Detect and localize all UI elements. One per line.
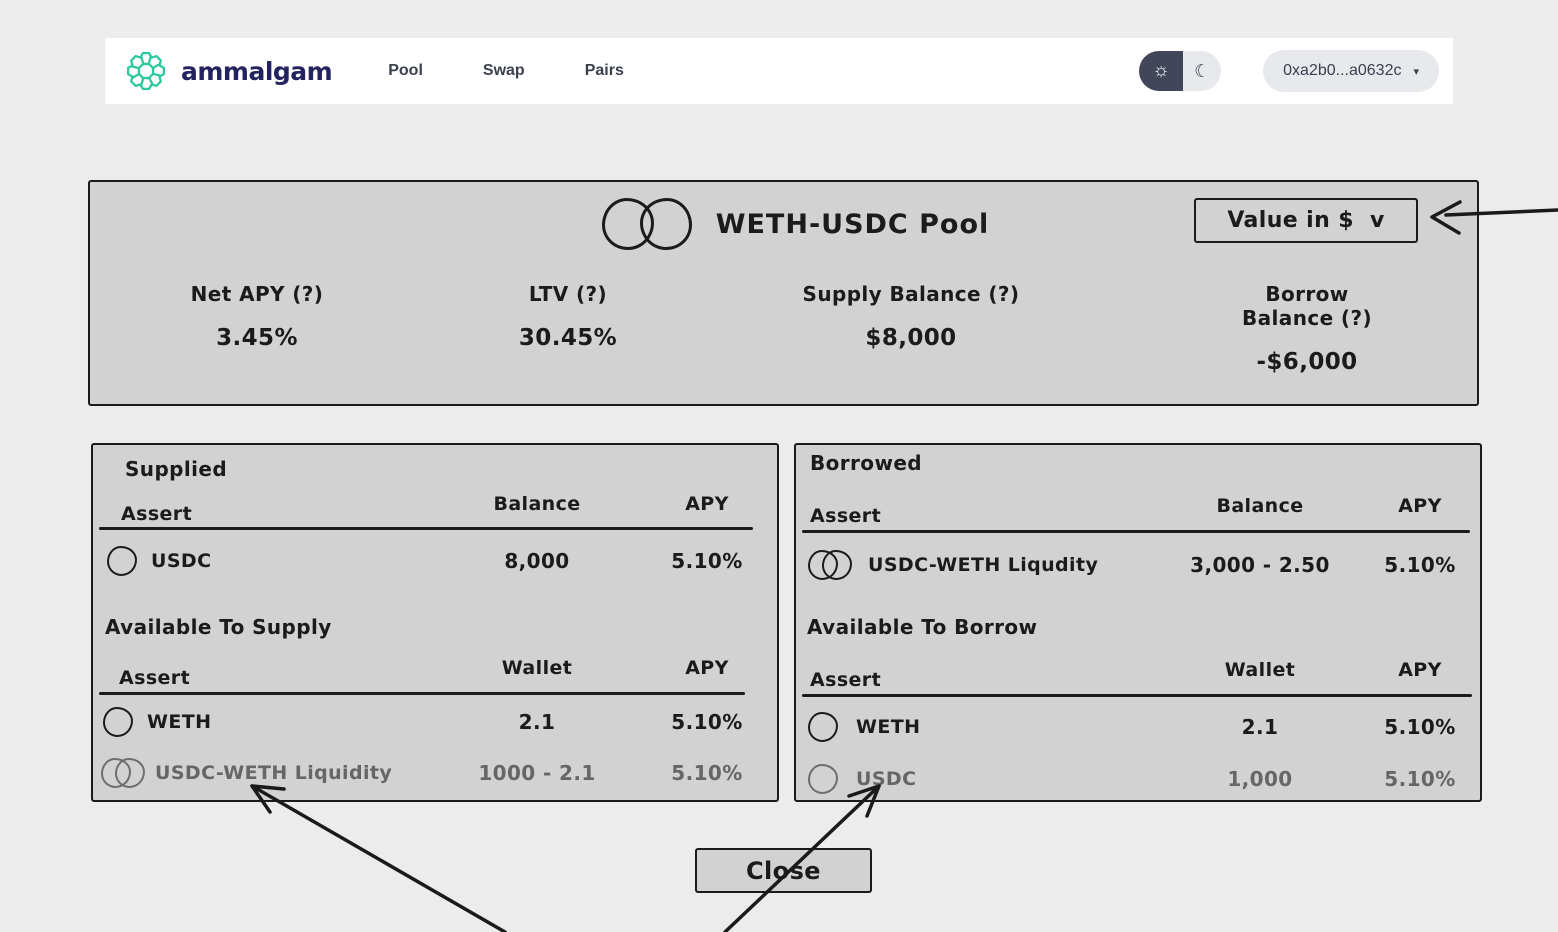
- moon-icon: ☾: [1194, 60, 1211, 81]
- stat-label: Borrow Balance (?): [1242, 282, 1372, 330]
- pool-title: WETH-USDC Pool: [715, 208, 990, 240]
- stat-supply-balance: Supply Balance (?) $8,000: [803, 282, 1020, 351]
- asset-apy: 5.10%: [1384, 553, 1456, 577]
- column-header-apy: APY: [685, 657, 729, 679]
- asset-balance: 3,000 - 2.50: [1190, 553, 1330, 577]
- theme-dark-option[interactable]: ☼: [1139, 51, 1184, 91]
- token-circle-icon: [103, 707, 133, 737]
- nav-link-pairs[interactable]: Pairs: [584, 62, 624, 79]
- borrowed-row-lp[interactable]: USDC-WETH Liqudity 3,000 - 2.50 5.10%: [796, 539, 1480, 591]
- stat-label: LTV (?): [528, 282, 608, 306]
- pool-summary-panel: WETH-USDC Pool Value in $ v Net APY (?) …: [88, 180, 1479, 406]
- lp-pair-icon: [808, 550, 852, 580]
- header-rule: [99, 692, 745, 695]
- close-button[interactable]: Close: [695, 848, 872, 893]
- pool-pair-icon: [601, 198, 692, 250]
- column-header-wallet: Wallet: [1224, 659, 1296, 681]
- sun-icon: ☼: [1152, 60, 1170, 81]
- available-supply-table-header: Assert Wallet APY: [93, 643, 777, 689]
- stat-value: 3.45%: [216, 325, 298, 351]
- header-rule: [99, 527, 753, 530]
- column-header-wallet: Wallet: [501, 657, 573, 679]
- brand-name: ammalgam: [181, 56, 333, 86]
- nav-link-swap[interactable]: Swap: [482, 62, 525, 79]
- token-circle-icon: [822, 550, 852, 580]
- ammalgam-logo-icon: [126, 51, 166, 91]
- pool-header: WETH-USDC Pool: [102, 198, 1489, 250]
- stat-value: 30.45%: [518, 325, 618, 351]
- asset-apy: 5.10%: [671, 710, 743, 734]
- stat-value: $8,000: [865, 325, 957, 351]
- available-borrow-row-weth[interactable]: WETH 2.1 5.10%: [796, 701, 1480, 753]
- wallet-dropdown[interactable]: 0xa2b0...a0632c ▾: [1263, 50, 1439, 92]
- column-header-balance: Balance: [493, 493, 581, 515]
- asset-name: USDC-WETH Liqudity: [868, 554, 1099, 576]
- navbar: ammalgam Pool Swap Pairs ☼ ☾ 0xa2b0...a0…: [105, 38, 1453, 104]
- supplied-row-usdc[interactable]: USDC 8,000 5.10%: [93, 535, 777, 587]
- asset-wallet: 1,000: [1227, 767, 1293, 791]
- lp-pair-icon: [101, 758, 145, 788]
- column-header-apy: APY: [1398, 495, 1442, 517]
- wallet-address: 0xa2b0...a0632c: [1283, 62, 1402, 79]
- token-circle-icon: [115, 758, 145, 788]
- available-supply-title: Available To Supply: [105, 615, 332, 639]
- theme-light-option[interactable]: ☾: [1183, 51, 1222, 91]
- available-supply-row-lp[interactable]: USDC-WETH Liquidity 1000 - 2.1 5.10%: [93, 747, 777, 799]
- stat-ltv: LTV (?) 30.45%: [519, 282, 617, 351]
- value-unit-dropdown[interactable]: Value in $ v: [1194, 198, 1418, 243]
- token-circle-icon: [808, 712, 838, 742]
- borrowed-panel: Borrowed Assert Balance APY USDC-WETH Li…: [794, 443, 1482, 802]
- theme-toggle[interactable]: ☼ ☾: [1139, 51, 1222, 91]
- close-button-label: Close: [746, 856, 821, 885]
- borrowed-title: Borrowed: [810, 451, 923, 475]
- brand[interactable]: ammalgam: [123, 48, 333, 94]
- column-header-asset: Assert: [810, 505, 882, 527]
- available-borrow-title: Available To Borrow: [807, 615, 1038, 639]
- asset-name: WETH: [856, 716, 921, 738]
- supplied-title: Supplied: [125, 457, 228, 481]
- value-unit-label: Value in $: [1227, 208, 1354, 233]
- stat-borrow-balance: Borrow Balance (?) -$6,000: [1222, 282, 1392, 375]
- asset-wallet: 2.1: [1241, 715, 1279, 739]
- stat-label: Net APY (?): [190, 282, 324, 306]
- asset-name: WETH: [147, 711, 212, 733]
- stat-label: Supply Balance (?): [802, 282, 1020, 306]
- column-header-asset: Assert: [119, 667, 191, 689]
- column-header-balance: Balance: [1216, 495, 1304, 517]
- token-circle-icon: [639, 198, 692, 250]
- nav-link-pool[interactable]: Pool: [388, 62, 423, 79]
- asset-apy: 5.10%: [671, 549, 743, 573]
- available-supply-row-weth[interactable]: WETH 2.1 5.10%: [93, 697, 777, 747]
- asset-apy: 5.10%: [1384, 715, 1456, 739]
- available-borrow-table-header: Assert Wallet APY: [796, 645, 1480, 691]
- token-circle-icon: [808, 764, 838, 794]
- borrowed-table-header: Assert Balance APY: [796, 481, 1480, 527]
- available-borrow-row-usdc[interactable]: USDC 1,000 5.10%: [796, 753, 1480, 805]
- column-header-asset: Assert: [810, 669, 882, 691]
- nav-links: Pool Swap Pairs: [388, 62, 624, 80]
- asset-wallet: 1000 - 2.1: [478, 761, 596, 785]
- supplied-table-header: Assert Balance APY: [93, 479, 777, 525]
- header-rule: [802, 530, 1470, 533]
- asset-apy: 5.10%: [671, 761, 743, 785]
- annotation-arrow-supply-lp: [250, 784, 507, 932]
- asset-name: USDC: [151, 550, 212, 572]
- token-circle-icon: [107, 546, 137, 576]
- asset-balance: 8,000: [504, 549, 570, 573]
- header-rule: [802, 694, 1472, 697]
- stat-net-apy: Net APY (?) 3.45%: [191, 282, 324, 351]
- supplied-panel: Supplied Assert Balance APY USDC 8,000 5…: [91, 443, 779, 802]
- stat-value: -$6,000: [1256, 349, 1358, 375]
- caret-down-icon: ▾: [1413, 65, 1419, 78]
- dropdown-chevron-icon: v: [1369, 208, 1385, 233]
- asset-name: USDC-WETH Liquidity: [155, 762, 393, 784]
- column-header-apy: APY: [685, 493, 729, 515]
- column-header-asset: Assert: [121, 503, 193, 525]
- column-header-apy: APY: [1398, 659, 1442, 681]
- asset-name: USDC: [856, 768, 917, 790]
- asset-wallet: 2.1: [518, 710, 556, 734]
- asset-apy: 5.10%: [1384, 767, 1456, 791]
